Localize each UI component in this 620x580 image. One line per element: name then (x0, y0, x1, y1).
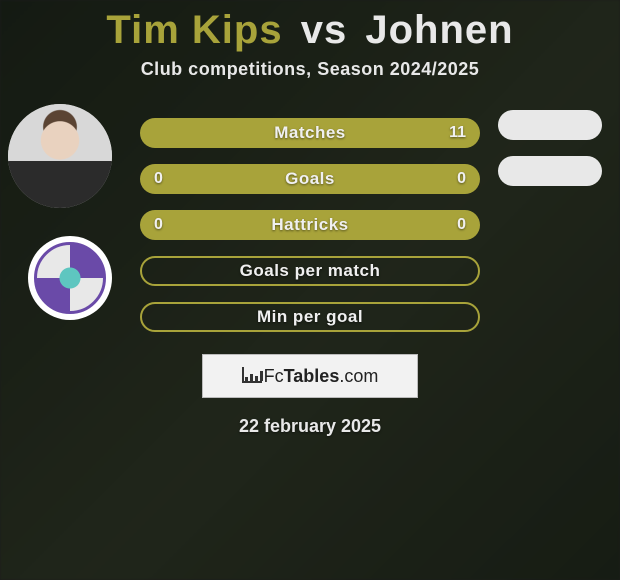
stat-label: Goals (140, 169, 480, 189)
brand-pre: Fc (264, 366, 284, 386)
stat-right-value: 0 (457, 170, 466, 188)
title-vs: vs (295, 8, 354, 52)
avatar-face-placeholder (8, 104, 112, 208)
player-avatar (8, 104, 112, 208)
stat-row-min-per-goal: Min per goal (140, 302, 480, 332)
date-text: 22 february 2025 (239, 416, 381, 437)
brand-post: .com (339, 366, 378, 386)
club-badge (28, 236, 112, 320)
subtitle: Club competitions, Season 2024/2025 (141, 59, 480, 80)
stat-left-value: 0 (154, 170, 163, 188)
stat-row-hattricks: 0 Hattricks 0 (140, 210, 480, 240)
title-player2: Johnen (365, 8, 513, 52)
stat-left-value: 0 (154, 216, 163, 234)
right-pill-2 (498, 156, 602, 186)
stat-right-value: 0 (457, 216, 466, 234)
page-title: Tim Kips vs Johnen (106, 8, 513, 53)
stat-row-goals-per-match: Goals per match (140, 256, 480, 286)
right-pill-1 (498, 110, 602, 140)
stat-row-matches: Matches 11 (140, 118, 480, 148)
stat-label: Hattricks (140, 215, 480, 235)
footer-brand-box: FcTables.com (202, 354, 418, 398)
club-badge-graphic (34, 242, 106, 314)
stats-area: Matches 11 0 Goals 0 0 Hattricks 0 Goals… (0, 118, 620, 332)
stat-row-goals: 0 Goals 0 (140, 164, 480, 194)
brand-bold: Tables (284, 366, 340, 386)
title-player1: Tim Kips (106, 8, 282, 52)
stat-rows: Matches 11 0 Goals 0 0 Hattricks 0 Goals… (140, 118, 480, 332)
stat-label: Goals per match (142, 261, 478, 281)
stat-label: Min per goal (142, 307, 478, 327)
chart-icon (242, 369, 260, 383)
stat-label: Matches (140, 123, 480, 143)
brand-text: FcTables.com (264, 366, 379, 387)
content: Tim Kips vs Johnen Club competitions, Se… (0, 0, 620, 580)
stat-right-value: 11 (449, 124, 466, 142)
